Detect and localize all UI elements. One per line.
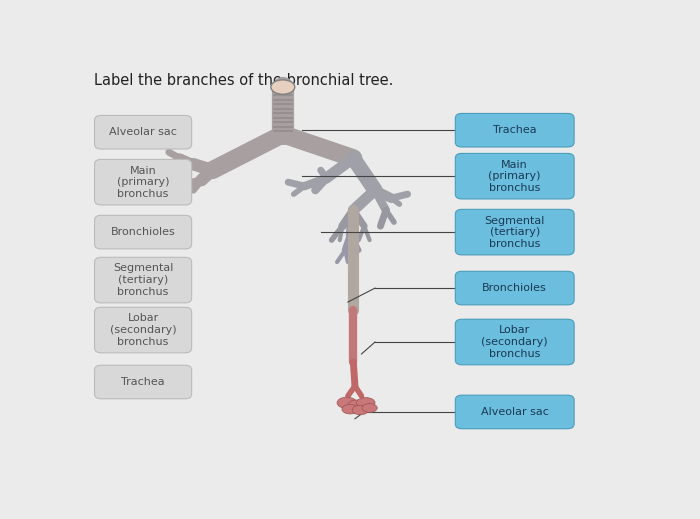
FancyBboxPatch shape [94, 257, 192, 303]
FancyBboxPatch shape [455, 319, 574, 365]
Text: Label the branches of the bronchial tree.: Label the branches of the bronchial tree… [94, 74, 393, 88]
FancyBboxPatch shape [94, 115, 192, 149]
Text: Main
(primary)
bronchus: Main (primary) bronchus [117, 166, 169, 199]
Ellipse shape [356, 398, 375, 408]
Text: Bronchioles: Bronchioles [111, 227, 176, 237]
Text: Trachea: Trachea [121, 377, 165, 387]
FancyBboxPatch shape [94, 215, 192, 249]
Ellipse shape [337, 397, 356, 408]
FancyBboxPatch shape [455, 114, 574, 147]
Text: Alveolar sac: Alveolar sac [481, 407, 549, 417]
Text: Lobar
(secondary)
bronchus: Lobar (secondary) bronchus [482, 325, 548, 359]
FancyBboxPatch shape [455, 271, 574, 305]
Ellipse shape [352, 405, 368, 415]
Text: Alveolar sac: Alveolar sac [109, 127, 177, 137]
FancyBboxPatch shape [455, 209, 574, 255]
FancyBboxPatch shape [94, 307, 192, 353]
FancyBboxPatch shape [455, 395, 574, 429]
Text: Segmental
(tertiary)
bronchus: Segmental (tertiary) bronchus [113, 264, 174, 297]
FancyBboxPatch shape [455, 154, 574, 199]
Text: Bronchioles: Bronchioles [482, 283, 547, 293]
Ellipse shape [271, 80, 295, 94]
Text: Trachea: Trachea [493, 125, 536, 135]
Ellipse shape [362, 404, 377, 413]
Text: Lobar
(secondary)
bronchus: Lobar (secondary) bronchus [110, 313, 176, 347]
Ellipse shape [342, 404, 358, 414]
FancyBboxPatch shape [94, 159, 192, 205]
FancyBboxPatch shape [94, 365, 192, 399]
Text: Segmental
(tertiary)
bronchus: Segmental (tertiary) bronchus [484, 215, 545, 249]
Ellipse shape [348, 400, 365, 411]
Text: Main
(primary)
bronchus: Main (primary) bronchus [489, 159, 541, 193]
